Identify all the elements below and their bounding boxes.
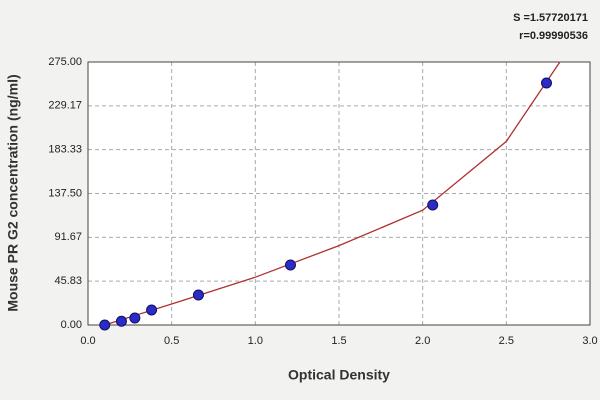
x-axis-label: Optical Density bbox=[288, 367, 390, 383]
data-point bbox=[115, 315, 127, 327]
data-point bbox=[146, 304, 158, 316]
x-tick-label: 1.0 bbox=[248, 335, 263, 347]
data-point bbox=[129, 312, 141, 324]
y-tick-label: 45.83 bbox=[54, 275, 82, 287]
data-point bbox=[99, 319, 111, 331]
annotation: r=0.99990536 bbox=[519, 30, 588, 42]
y-tick-label: 91.67 bbox=[54, 231, 82, 243]
x-tick-label: 2.0 bbox=[415, 335, 430, 347]
y-tick-label: 0.00 bbox=[61, 319, 82, 331]
annotation: S =1.57720171 bbox=[513, 12, 588, 24]
x-tick-label: 0.5 bbox=[164, 335, 179, 347]
y-tick-label: 275.00 bbox=[48, 56, 82, 68]
x-tick-label: 2.5 bbox=[499, 335, 514, 347]
x-tick-label: 0.0 bbox=[80, 335, 95, 347]
y-axis-label: Mouse PR G2 concentration (ng/ml) bbox=[5, 74, 21, 311]
y-tick-label: 137.50 bbox=[48, 187, 82, 199]
x-tick-label: 1.5 bbox=[331, 335, 346, 347]
plot-frame bbox=[87, 61, 591, 326]
data-point bbox=[540, 77, 552, 89]
data-point bbox=[192, 289, 204, 301]
fit-curve bbox=[104, 61, 561, 326]
y-tick-label: 229.17 bbox=[48, 100, 82, 112]
plot-area bbox=[88, 62, 590, 325]
x-tick-label: 3.0 bbox=[582, 335, 597, 347]
data-point bbox=[427, 199, 439, 211]
data-point bbox=[284, 259, 296, 271]
y-tick-label: 183.33 bbox=[48, 144, 82, 156]
